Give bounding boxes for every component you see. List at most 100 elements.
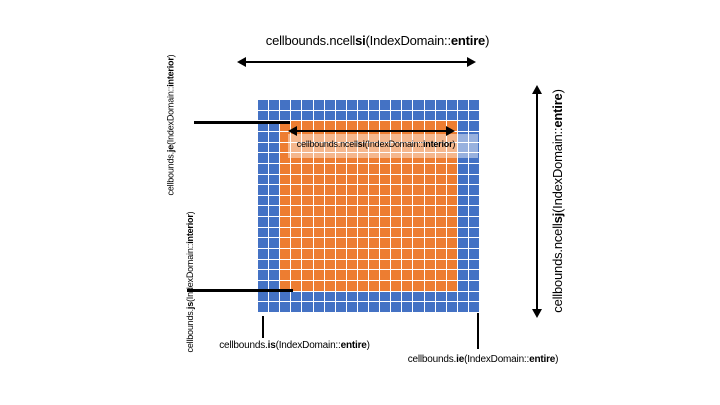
interior-cell <box>280 259 291 270</box>
interior-cell <box>291 185 302 195</box>
boundary-cell <box>335 302 346 312</box>
interior-cell <box>302 270 313 281</box>
label-je-interior: cellbounds.je(IndexDomain::interior) <box>165 54 176 196</box>
interior-cell <box>302 281 313 291</box>
boundary-cell <box>335 291 346 302</box>
interior-cell <box>380 238 391 249</box>
interior-cell <box>280 131 291 142</box>
boundary-cell <box>457 270 468 281</box>
interior-cell <box>291 131 302 142</box>
boundary-cell <box>269 259 280 270</box>
interior-cell <box>391 185 402 195</box>
boundary-cell <box>357 302 368 312</box>
boundary-cell <box>457 131 468 142</box>
interior-cell <box>446 131 457 142</box>
ie-tick-line <box>477 313 479 349</box>
boundary-cell <box>258 131 269 142</box>
boundary-cell <box>313 100 324 110</box>
boundary-cell <box>258 195 269 206</box>
boundary-cell <box>457 142 468 153</box>
interior-cell <box>413 281 424 291</box>
boundary-cell <box>269 100 280 110</box>
boundary-cell <box>280 110 291 121</box>
interior-cell <box>380 195 391 206</box>
interior-cell <box>435 163 446 174</box>
interior-cell <box>402 281 413 291</box>
boundary-cell <box>468 270 479 281</box>
interior-cell <box>391 153 402 163</box>
boundary-cell <box>446 302 457 312</box>
interior-cell <box>435 227 446 238</box>
interior-cell <box>424 238 435 249</box>
interior-cell <box>413 249 424 259</box>
interior-cell <box>446 227 457 238</box>
interior-cell <box>369 227 380 238</box>
boundary-cell <box>280 291 291 302</box>
interior-cell <box>424 270 435 281</box>
interior-cell <box>446 270 457 281</box>
interior-cell <box>369 206 380 217</box>
boundary-cell <box>258 227 269 238</box>
interior-cell <box>357 174 368 185</box>
boundary-cell <box>446 100 457 110</box>
interior-cell <box>357 238 368 249</box>
interior-cell <box>346 121 357 131</box>
interior-cell <box>369 174 380 185</box>
interior-cell <box>446 238 457 249</box>
boundary-cell <box>380 291 391 302</box>
interior-cell <box>380 163 391 174</box>
interior-cell <box>413 227 424 238</box>
boundary-cell <box>435 302 446 312</box>
ncellsi-interior-arrow <box>288 125 455 136</box>
boundary-cell <box>468 249 479 259</box>
interior-cell <box>391 195 402 206</box>
interior-cell <box>346 153 357 163</box>
interior-cell <box>369 195 380 206</box>
interior-cell <box>280 163 291 174</box>
boundary-cell <box>457 110 468 121</box>
interior-cell <box>313 142 324 153</box>
boundary-cell <box>446 110 457 121</box>
interior-cell <box>346 206 357 217</box>
boundary-cell <box>457 217 468 227</box>
boundary-cell <box>280 302 291 312</box>
boundary-cell <box>258 153 269 163</box>
boundary-cell <box>468 227 479 238</box>
interior-cell <box>369 121 380 131</box>
boundary-cell <box>302 302 313 312</box>
interior-cell <box>357 131 368 142</box>
interior-cell <box>313 270 324 281</box>
interior-cell <box>380 185 391 195</box>
interior-cell <box>446 249 457 259</box>
interior-cell <box>346 185 357 195</box>
interior-cell <box>424 153 435 163</box>
interior-cell <box>324 206 335 217</box>
boundary-cell <box>468 121 479 131</box>
boundary-cell <box>258 291 269 302</box>
interior-cell <box>391 206 402 217</box>
boundary-cell <box>468 100 479 110</box>
boundary-cell <box>468 238 479 249</box>
interior-cell <box>435 281 446 291</box>
cell-grid <box>258 100 479 312</box>
interior-cell <box>391 281 402 291</box>
label-ncellsi-entire: cellbounds.ncellsi(IndexDomain::entire) <box>265 33 490 48</box>
interior-cell <box>313 217 324 227</box>
interior-cell <box>313 185 324 195</box>
interior-cell <box>424 131 435 142</box>
interior-label-band <box>288 134 478 158</box>
interior-cell <box>313 238 324 249</box>
boundary-cell <box>468 281 479 291</box>
interior-cell <box>380 174 391 185</box>
interior-cell <box>369 270 380 281</box>
interior-cell <box>346 227 357 238</box>
boundary-cell <box>369 302 380 312</box>
interior-cell <box>335 185 346 195</box>
interior-cell <box>313 227 324 238</box>
interior-cell <box>369 259 380 270</box>
interior-cell <box>402 227 413 238</box>
interior-cell <box>324 163 335 174</box>
interior-cell <box>369 185 380 195</box>
interior-cell <box>424 185 435 195</box>
interior-cell <box>291 163 302 174</box>
